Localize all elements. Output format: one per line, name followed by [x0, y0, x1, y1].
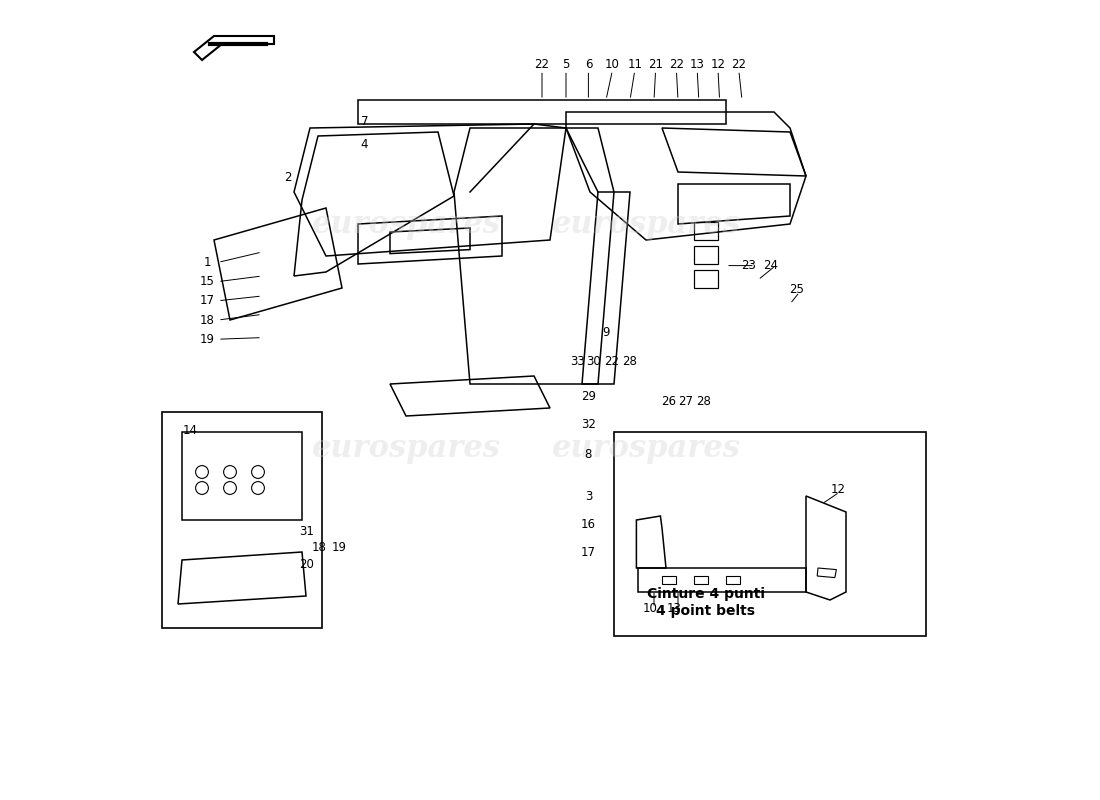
Text: 12: 12: [711, 58, 726, 70]
Text: 23: 23: [741, 259, 756, 272]
Text: 13: 13: [667, 602, 681, 614]
Text: 15: 15: [200, 275, 214, 288]
Text: 5: 5: [562, 58, 570, 70]
Text: 33: 33: [571, 355, 585, 368]
Text: eurospares: eurospares: [311, 209, 500, 239]
Text: 20: 20: [299, 558, 315, 570]
Text: 18: 18: [312, 541, 327, 554]
Text: eurospares: eurospares: [551, 433, 740, 463]
Text: eurospares: eurospares: [311, 433, 500, 463]
Text: 22: 22: [669, 58, 684, 70]
Text: 29: 29: [581, 390, 596, 402]
Text: 22: 22: [604, 355, 619, 368]
Text: 19: 19: [200, 333, 216, 346]
Text: Cinture 4 punti
4 point belts: Cinture 4 punti 4 point belts: [647, 587, 764, 618]
Text: 12: 12: [830, 483, 846, 496]
Text: 25: 25: [789, 283, 804, 296]
Text: 10: 10: [605, 58, 619, 70]
Text: 9: 9: [603, 326, 609, 338]
Text: 17: 17: [200, 294, 216, 307]
Text: 14: 14: [183, 424, 198, 437]
Text: 28: 28: [696, 395, 711, 408]
Text: 32: 32: [581, 418, 596, 430]
Text: 16: 16: [581, 518, 596, 530]
Text: 30: 30: [586, 355, 602, 368]
Text: 2: 2: [284, 171, 292, 184]
Text: 31: 31: [299, 525, 315, 538]
Text: 19: 19: [331, 541, 346, 554]
Text: 26: 26: [661, 395, 675, 408]
Text: 1: 1: [204, 256, 211, 269]
Text: 11: 11: [627, 58, 642, 70]
Text: 18: 18: [200, 314, 214, 326]
Text: 13: 13: [690, 58, 705, 70]
Text: 3: 3: [585, 490, 592, 502]
Text: 6: 6: [585, 58, 592, 70]
Text: 24: 24: [763, 259, 779, 272]
Text: 27: 27: [679, 395, 693, 408]
Text: 21: 21: [648, 58, 663, 70]
Text: 22: 22: [732, 58, 746, 70]
FancyBboxPatch shape: [614, 432, 926, 636]
Text: 17: 17: [581, 546, 596, 558]
Text: 7: 7: [361, 115, 368, 128]
Text: eurospares: eurospares: [551, 209, 740, 239]
Text: 28: 28: [623, 355, 637, 368]
FancyBboxPatch shape: [162, 412, 322, 628]
Text: 8: 8: [585, 448, 592, 461]
Text: 10: 10: [642, 602, 658, 614]
Text: 4: 4: [361, 138, 368, 150]
Text: 22: 22: [535, 58, 550, 70]
